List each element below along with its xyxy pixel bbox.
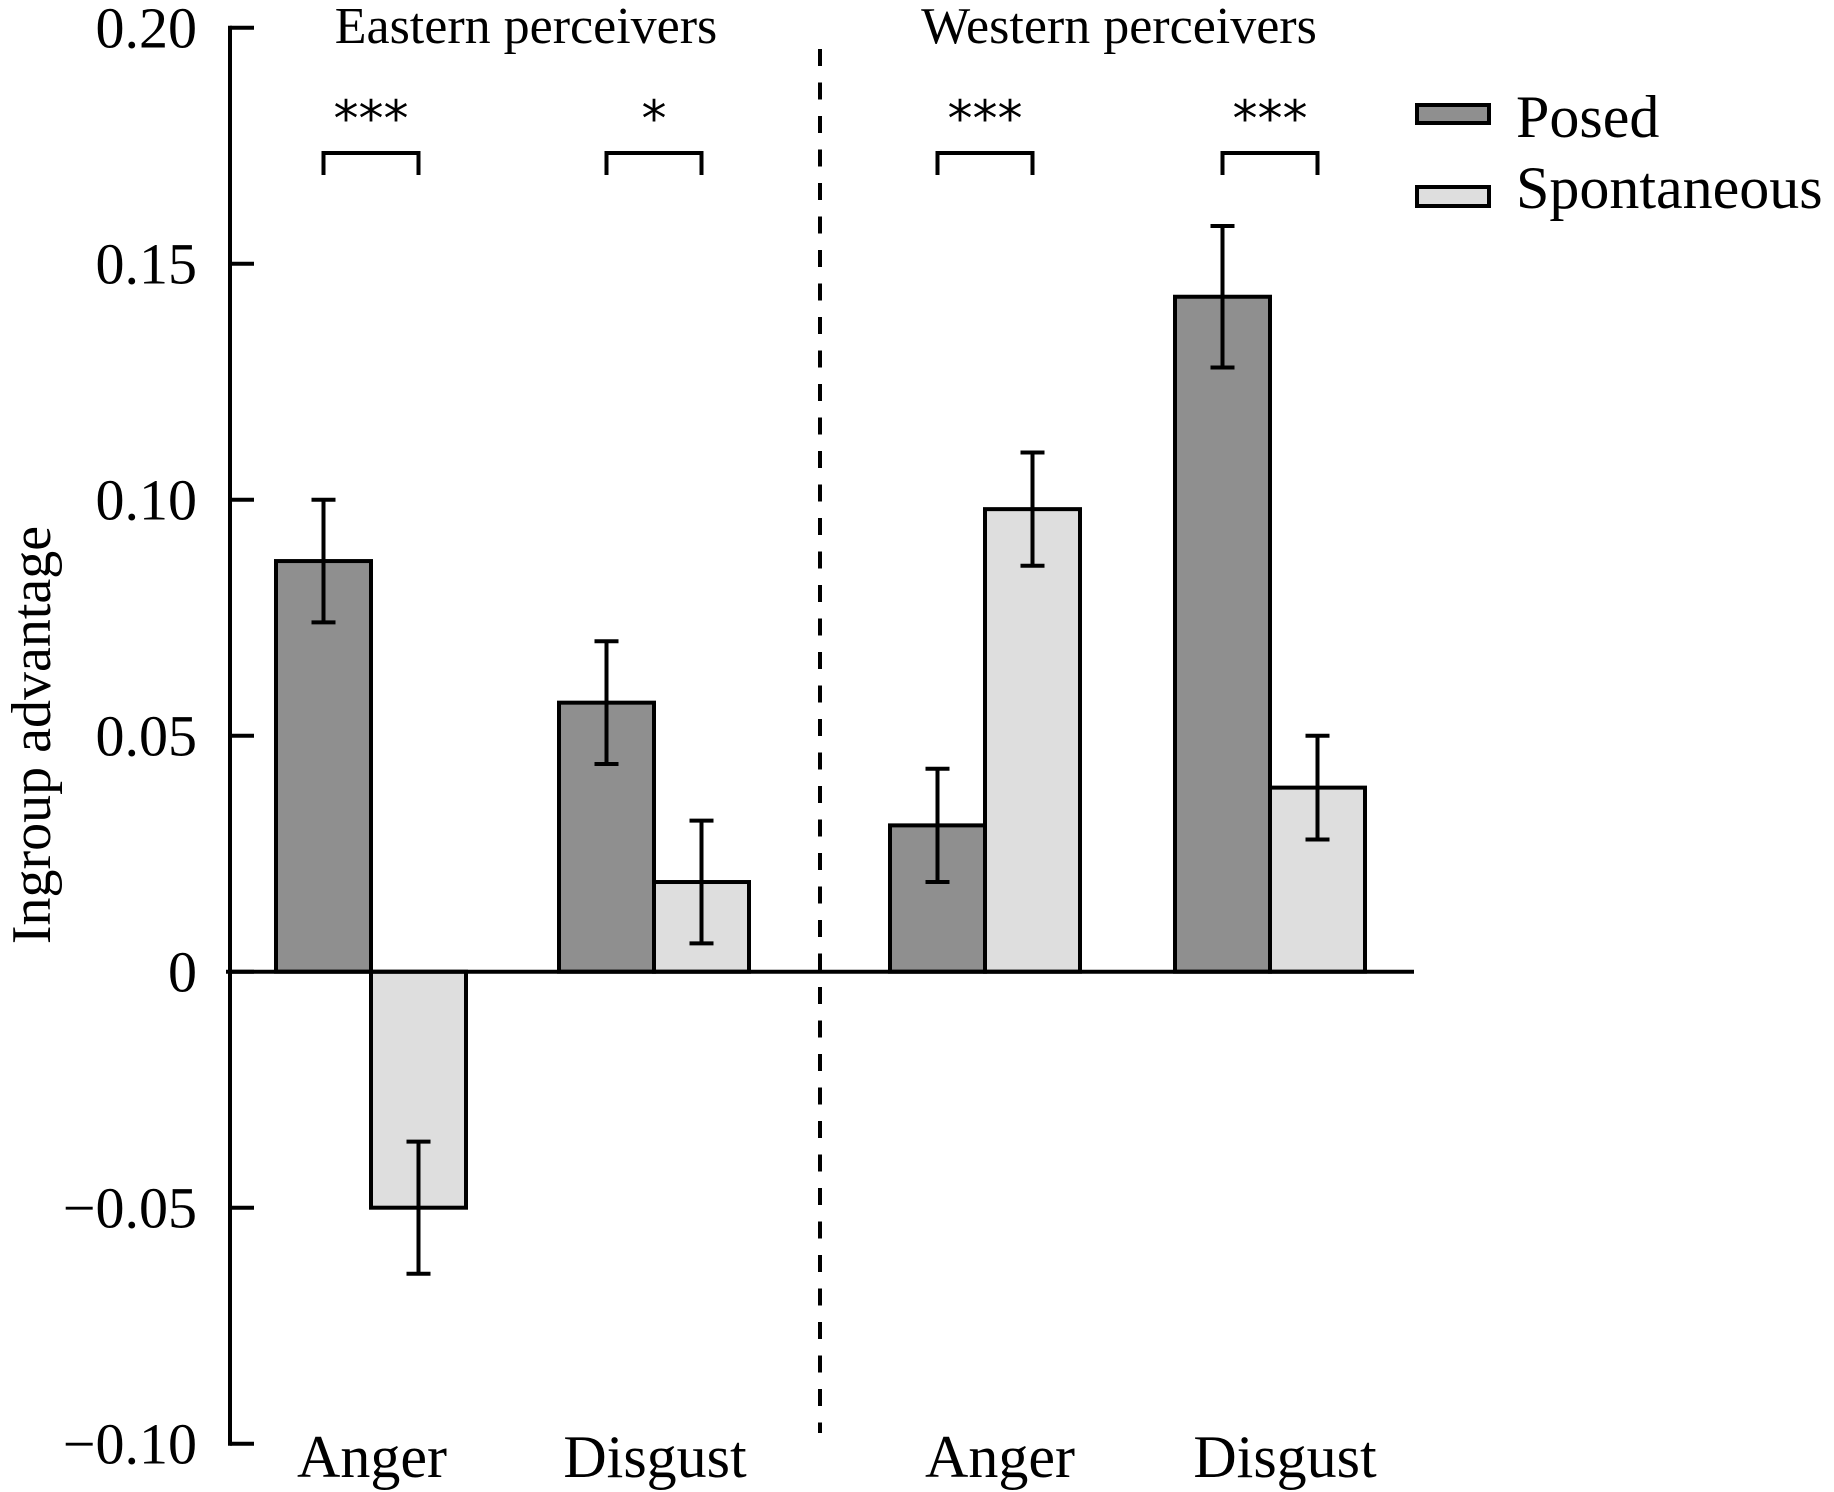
error-bar-spontaneous-western-anger	[1020, 450, 1045, 568]
significance-bracket-western-disgust: ***	[1220, 90, 1320, 175]
y-axis: 0.20 0.15 0.10 0.05 0 −0.05 −0.10	[63, 0, 254, 1477]
legend: Posed Spontaneous	[1415, 84, 1823, 221]
significance-label: *	[642, 90, 667, 148]
error-bar-posed-western-disgust	[1210, 223, 1235, 370]
significance-label: ***	[334, 90, 409, 148]
y-tick-label: 0.20	[96, 0, 198, 61]
panel-title-western: Western perceivers	[921, 0, 1317, 55]
x-tick-label-eastern-disgust: Disgust	[563, 1424, 747, 1490]
error-bar-spontaneous-eastern-anger	[406, 1139, 431, 1276]
significance-label: ***	[948, 90, 1023, 148]
significance-label: ***	[1233, 90, 1308, 148]
significance-bracket-western-anger: ***	[935, 90, 1035, 175]
legend-label-spontaneous: Spontaneous	[1516, 155, 1823, 221]
y-tick-label: −0.10	[63, 1412, 197, 1477]
x-tick-label-western-disgust: Disgust	[1193, 1424, 1377, 1490]
x-tick-label-eastern-anger: Anger	[297, 1424, 447, 1490]
error-bar-spontaneous-eastern-disgust	[689, 818, 714, 946]
x-tick-label-western-anger: Anger	[925, 1424, 1075, 1490]
error-bar-posed-eastern-anger	[311, 497, 336, 625]
error-bars	[311, 223, 1330, 1276]
significance-annotations: *** * *** ***	[321, 90, 1320, 175]
legend-swatch-posed	[1415, 103, 1491, 125]
error-bar-spontaneous-western-disgust	[1305, 733, 1330, 842]
panel-title-eastern: Eastern perceivers	[335, 0, 718, 55]
y-tick-label: 0	[168, 940, 197, 1005]
y-axis-title: Ingroup advantage	[1, 526, 63, 944]
y-tick-label: 0.05	[96, 704, 198, 769]
significance-bracket-eastern-disgust: *	[604, 90, 704, 175]
error-bar-posed-eastern-disgust	[594, 639, 619, 767]
bar-posed-western-disgust	[1173, 294, 1272, 974]
y-tick-label: −0.05	[63, 1176, 197, 1241]
significance-bracket-eastern-anger: ***	[321, 90, 421, 175]
y-tick-label: 0.10	[96, 468, 198, 533]
y-tick-label: 0.15	[96, 232, 198, 297]
legend-label-posed: Posed	[1516, 84, 1659, 150]
error-bar-posed-western-anger	[925, 766, 950, 885]
bar-spontaneous-western-anger	[983, 507, 1082, 974]
legend-swatch-spontaneous	[1415, 185, 1491, 208]
